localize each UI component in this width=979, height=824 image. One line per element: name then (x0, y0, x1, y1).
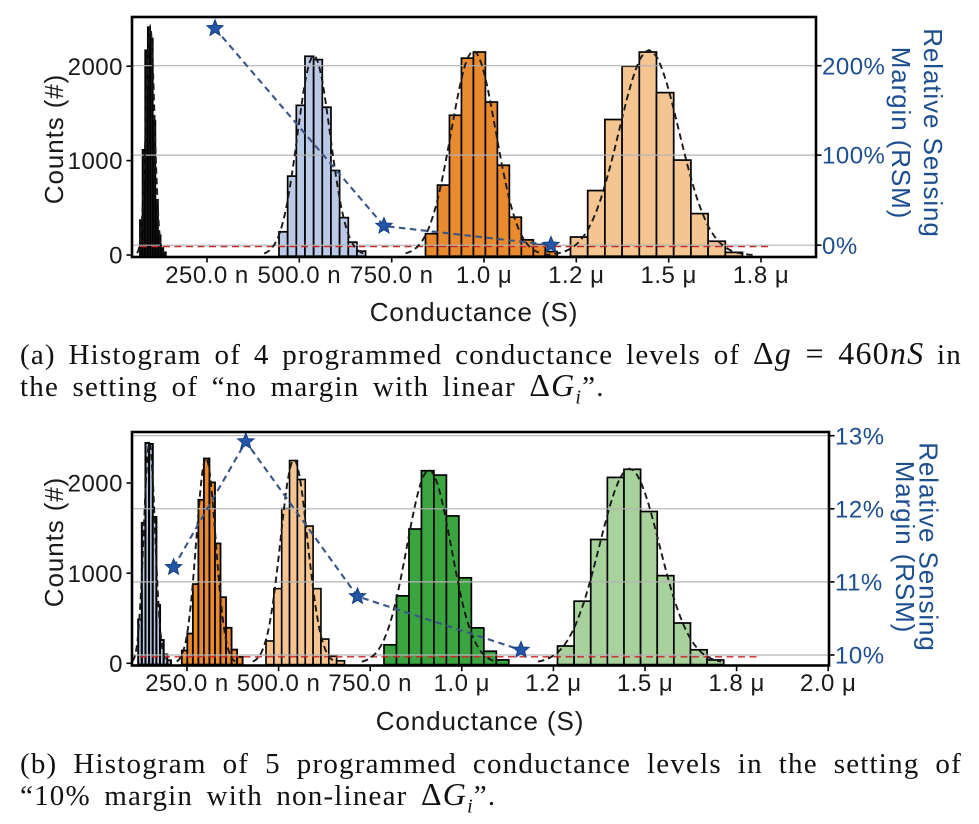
svg-text:Conductance (S): Conductance (S) (376, 706, 585, 736)
svg-text:0: 0 (109, 243, 123, 270)
svg-text:12%: 12% (835, 496, 885, 523)
svg-text:Margin (RSM): Margin (RSM) (890, 461, 920, 634)
svg-text:Relative Sensing: Relative Sensing (914, 442, 944, 652)
svg-text:500.0 n: 500.0 n (258, 262, 342, 289)
svg-text:500.0 n: 500.0 n (237, 670, 321, 697)
svg-text:100%: 100% (822, 143, 885, 170)
svg-text:1.8 μ: 1.8 μ (708, 670, 764, 697)
svg-text:1000: 1000 (68, 561, 123, 588)
svg-text:1.0 μ: 1.0 μ (456, 262, 512, 289)
svg-text:200%: 200% (822, 53, 885, 80)
svg-text:1.0 μ: 1.0 μ (434, 670, 490, 697)
svg-text:1.2 μ: 1.2 μ (548, 262, 604, 289)
svg-text:11%: 11% (835, 570, 883, 597)
svg-text:Relative Sensing: Relative Sensing (918, 28, 948, 238)
svg-text:250.0 n: 250.0 n (145, 670, 229, 697)
svg-text:1000: 1000 (68, 148, 123, 175)
svg-text:1.5 μ: 1.5 μ (617, 670, 673, 697)
svg-text:750.0 n: 750.0 n (350, 262, 434, 289)
svg-text:1.2 μ: 1.2 μ (525, 670, 581, 697)
svg-text:13%: 13% (835, 423, 885, 450)
svg-text:Counts (#): Counts (#) (39, 74, 69, 204)
svg-text:Margin (RSM): Margin (RSM) (886, 47, 916, 220)
svg-text:1.5 μ: 1.5 μ (641, 262, 697, 289)
svg-text:0%: 0% (822, 233, 858, 260)
svg-text:1.8 μ: 1.8 μ (733, 262, 789, 289)
svg-text:10%: 10% (835, 643, 885, 670)
svg-text:2000: 2000 (68, 471, 123, 498)
svg-text:2.0 μ: 2.0 μ (800, 670, 856, 697)
svg-text:2000: 2000 (68, 54, 123, 81)
svg-text:Conductance (S): Conductance (S) (370, 297, 579, 327)
svg-text:Counts (#): Counts (#) (39, 477, 69, 607)
svg-text:0: 0 (109, 651, 123, 678)
svg-text:750.0 n: 750.0 n (328, 670, 412, 697)
svg-text:250.0 n: 250.0 n (165, 262, 249, 289)
